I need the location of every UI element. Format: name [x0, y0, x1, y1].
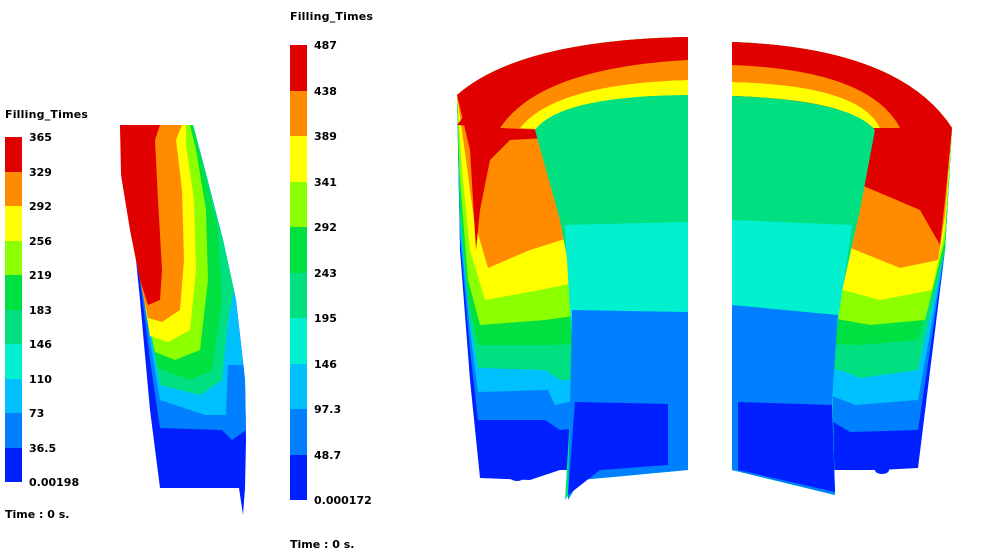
legend-tick-label: 243 — [314, 266, 337, 280]
legend-swatch — [5, 206, 22, 241]
legend-swatch — [5, 447, 22, 482]
legend-swatch — [290, 363, 307, 409]
legend-swatch — [5, 137, 22, 172]
legend-tick-label: 341 — [314, 175, 337, 189]
legend-swatch — [290, 454, 307, 500]
left-time-label: Time : 0 s. — [5, 508, 70, 521]
legend-swatch — [5, 413, 22, 448]
legend-tick-label: 365 — [29, 131, 52, 144]
legend-swatch — [5, 240, 22, 275]
legend-tick-label: 0.000172 — [314, 494, 372, 507]
legend-tick-label: 73 — [29, 407, 45, 420]
legend-tick-label: 97.3 — [314, 403, 342, 416]
legend-tick-label: 487 — [314, 39, 337, 52]
legend-swatch — [5, 344, 22, 379]
legend-tick-label: 36.5 — [29, 441, 57, 455]
legend-tick-label: 146 — [314, 357, 337, 371]
legend-swatch — [5, 275, 22, 310]
legend-swatch — [5, 378, 22, 413]
left-legend-title: Filling_Times — [5, 108, 89, 121]
legend-tick-label: 110 — [29, 372, 52, 386]
legend-swatch — [290, 409, 307, 455]
legend-swatch — [5, 171, 22, 206]
legend-swatch — [290, 318, 307, 364]
legend-swatch — [290, 227, 307, 273]
legend-tick-label: 256 — [29, 234, 52, 248]
legend-tick-label: 438 — [314, 84, 337, 98]
legend-swatch — [290, 181, 307, 227]
legend-swatch — [290, 272, 307, 318]
center-time-label: Time : 0 s. — [290, 538, 355, 551]
legend-swatch — [290, 136, 307, 182]
legend-tick-label: 329 — [29, 165, 52, 179]
legend-tick-label: 146 — [29, 338, 52, 351]
legend-tick-label: 389 — [314, 130, 337, 143]
legend-tick-label: 48.7 — [314, 448, 342, 462]
legend-swatch — [290, 90, 307, 136]
legend-swatch — [5, 309, 22, 344]
legend-tick-label: 292 — [29, 200, 52, 213]
center-legend-title: Filling_Times — [290, 10, 374, 23]
legend-tick-label: 219 — [29, 269, 52, 282]
legend-swatch — [290, 45, 307, 91]
legend-tick-label: 292 — [314, 221, 337, 234]
legend-tick-label: 0.00198 — [29, 476, 80, 489]
legend-tick-label: 183 — [29, 303, 52, 317]
legend-tick-label: 195 — [314, 312, 337, 325]
